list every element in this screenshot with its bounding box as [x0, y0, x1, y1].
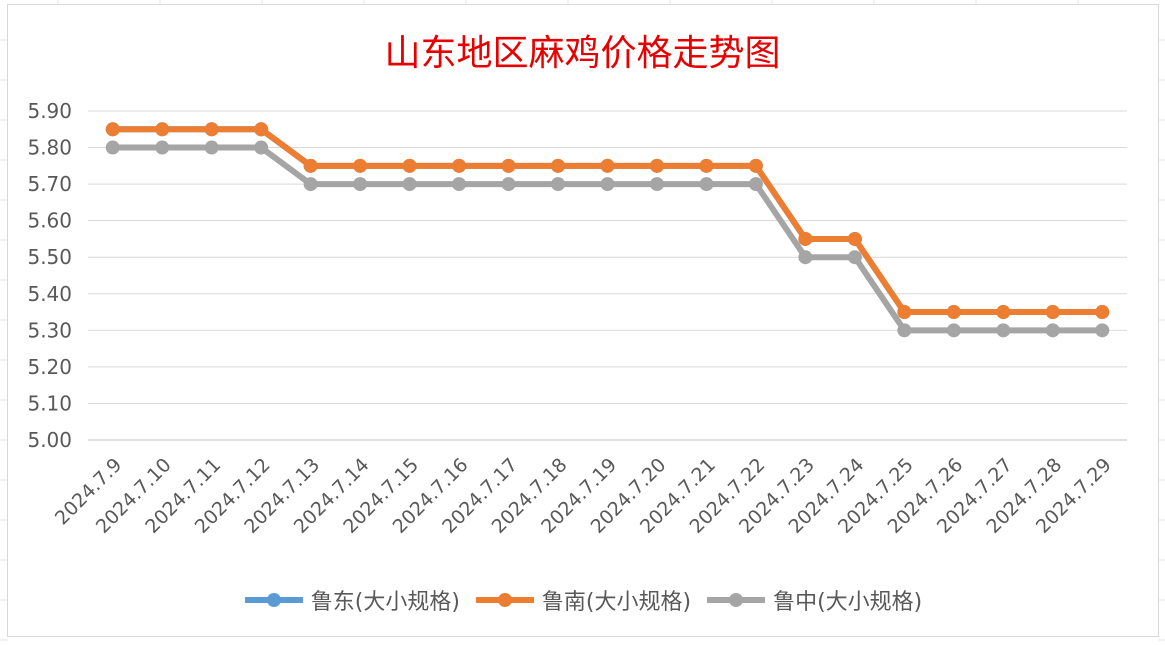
legend-swatch — [707, 593, 766, 607]
data-point[interactable] — [946, 323, 961, 338]
y-tick-label: 5.70 — [27, 172, 72, 196]
data-point[interactable] — [155, 122, 170, 137]
legend-label: 鲁东(大小规格) — [310, 590, 460, 615]
legend-entry[interactable]: 鲁中(大小规格) — [705, 584, 922, 616]
data-point[interactable] — [847, 250, 862, 265]
data-point[interactable] — [946, 305, 961, 320]
data-point[interactable] — [1095, 305, 1110, 320]
data-point[interactable] — [996, 323, 1011, 338]
legend-entry[interactable]: 鲁东(大小规格) — [243, 584, 460, 616]
data-point[interactable] — [155, 140, 170, 155]
data-point[interactable] — [254, 140, 269, 155]
data-point[interactable] — [1095, 323, 1110, 338]
legend-label: 鲁南(大小规格) — [541, 590, 692, 615]
data-point[interactable] — [798, 231, 813, 246]
y-tick-label: 5.30 — [27, 318, 72, 342]
data-point[interactable] — [204, 122, 219, 137]
data-point[interactable] — [798, 250, 813, 265]
data-point[interactable] — [600, 158, 615, 173]
y-tick-label: 5.60 — [27, 209, 72, 233]
y-tick-label: 5.10 — [27, 391, 72, 415]
data-point[interactable] — [1045, 323, 1060, 338]
data-point[interactable] — [996, 305, 1011, 320]
y-tick-label: 5.20 — [27, 355, 72, 379]
data-point[interactable] — [353, 158, 368, 173]
data-point[interactable] — [600, 177, 615, 192]
y-tick-label: 5.40 — [27, 282, 72, 306]
data-point[interactable] — [897, 305, 912, 320]
data-point[interactable] — [551, 177, 566, 192]
legend: 鲁东(大小规格) 鲁南(大小规格) 鲁中(大小规格) — [0, 584, 1165, 616]
data-point[interactable] — [649, 177, 664, 192]
series-line — [112, 144, 1103, 334]
data-point[interactable] — [254, 122, 269, 137]
y-tick-label: 5.50 — [27, 245, 72, 269]
legend-swatch — [475, 593, 534, 607]
data-point[interactable] — [402, 158, 417, 173]
data-point[interactable] — [748, 177, 763, 192]
data-point[interactable] — [204, 140, 219, 155]
data-point[interactable] — [402, 177, 417, 192]
data-point[interactable] — [699, 177, 714, 192]
data-point[interactable] — [353, 177, 368, 192]
data-point[interactable] — [105, 140, 120, 155]
data-point[interactable] — [699, 158, 714, 173]
data-point[interactable] — [501, 158, 516, 173]
y-tick-label: 5.90 — [27, 99, 72, 123]
data-point[interactable] — [1045, 305, 1060, 320]
data-point[interactable] — [452, 177, 467, 192]
legend-label: 鲁中(大小规格) — [773, 590, 923, 615]
data-point[interactable] — [501, 177, 516, 192]
chart-area[interactable] — [7, 4, 1159, 637]
data-point[interactable] — [105, 122, 120, 137]
data-point[interactable] — [303, 158, 318, 173]
series-1 — [105, 122, 1110, 320]
legend-swatch — [244, 593, 303, 607]
y-tick-label: 5.80 — [27, 136, 72, 160]
data-point[interactable] — [303, 177, 318, 192]
data-point[interactable] — [551, 158, 566, 173]
y-tick-label: 5.00 — [27, 428, 72, 452]
data-point[interactable] — [897, 323, 912, 338]
data-point[interactable] — [748, 158, 763, 173]
data-point[interactable] — [847, 231, 862, 246]
data-point[interactable] — [649, 158, 664, 173]
series-2 — [105, 140, 1110, 338]
legend-entry[interactable]: 鲁南(大小规格) — [474, 584, 691, 616]
data-point[interactable] — [452, 158, 467, 173]
chart-title: 山东地区麻鸡价格走势图 — [384, 33, 781, 74]
